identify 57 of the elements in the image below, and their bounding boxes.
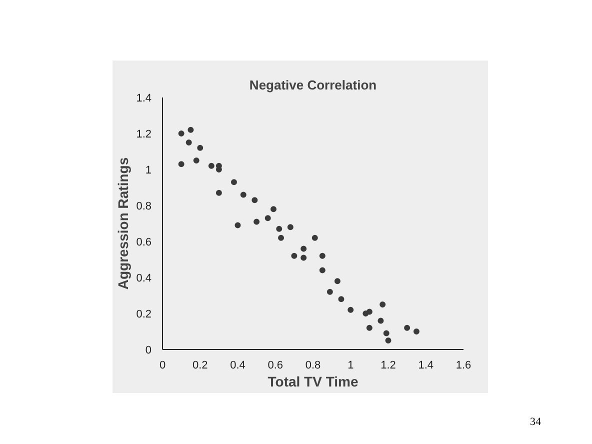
point (254, 218, 260, 225)
text: 34 (530, 415, 541, 430)
point (380, 302, 386, 308)
y-tick-label: 0 (145, 344, 152, 356)
x-tick-label: 0.8 (305, 360, 321, 372)
point (291, 252, 298, 259)
point (264, 215, 271, 222)
y-axis-title: Aggression Ratings (115, 157, 132, 290)
y-tick-label: 1.2 (136, 128, 152, 140)
point (197, 144, 204, 151)
x-axis-title: Total TV Time (268, 374, 358, 390)
point (240, 192, 246, 198)
point (208, 162, 214, 169)
point (216, 190, 222, 196)
y-tick-label: 0.6 (136, 236, 152, 248)
y-tick-label: 0.2 (136, 308, 152, 320)
point (300, 246, 307, 252)
point (348, 306, 354, 313)
y-tick-label: 1 (145, 164, 152, 176)
chart-title: Negative Correlation (249, 78, 377, 92)
y-tick-label: 1.4 (136, 92, 152, 104)
point (404, 324, 410, 331)
point (326, 288, 333, 295)
x-tick-label: 0.6 (268, 360, 284, 372)
point (178, 161, 184, 168)
x-tick-label: 1.4 (418, 360, 434, 372)
point (383, 330, 390, 336)
point (287, 224, 294, 230)
point (378, 318, 384, 324)
x-tick-label: 0 (159, 360, 166, 372)
x-tick-label: 0.4 (230, 360, 246, 372)
point (186, 140, 192, 146)
x-tick-label: 0.2 (192, 360, 208, 372)
x-tick-label: 1.2 (380, 360, 396, 372)
y-tick-label: 0.4 (136, 272, 152, 284)
point (319, 252, 326, 259)
x-tick-label: 1 (348, 360, 354, 372)
point (300, 254, 307, 261)
point (270, 206, 276, 212)
point (178, 130, 184, 136)
point (193, 158, 200, 164)
point (338, 296, 344, 302)
point (366, 308, 372, 315)
point (319, 267, 326, 274)
point (312, 234, 318, 241)
point (366, 324, 372, 331)
y-tick-label: 0.8 (136, 200, 152, 212)
point (252, 197, 258, 204)
point (413, 328, 420, 334)
point (276, 226, 282, 232)
point (188, 126, 194, 133)
point (278, 234, 284, 241)
point (230, 179, 237, 186)
point (234, 222, 241, 228)
point (385, 338, 392, 344)
x-tick-label: 1.6 (456, 360, 472, 372)
point (334, 278, 340, 284)
